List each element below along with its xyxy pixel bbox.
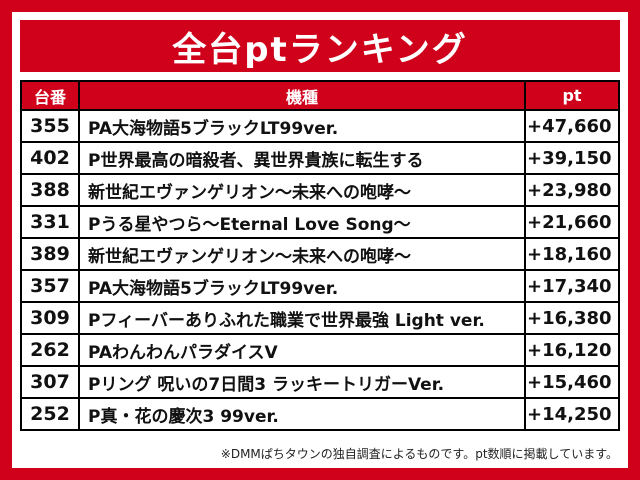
table-row: 307 Pリング 呪いの7日間3 ラッキートリガーVer. +15,460: [20, 365, 620, 399]
page-title: 全台ptランキング: [20, 20, 620, 72]
header-machine-number: 台番: [20, 80, 80, 111]
machine-number: 389: [20, 237, 80, 271]
pt-value: +47,660: [524, 109, 620, 143]
machine-number: 355: [20, 109, 80, 143]
machine-number: 402: [20, 141, 80, 175]
machine-model: P世界最高の暗殺者、異世界貴族に転生する: [78, 141, 526, 175]
machine-model: PA大海物語5ブラックLT99ver.: [78, 109, 526, 143]
pt-value: +15,460: [524, 365, 620, 399]
table-row: 355 PA大海物語5ブラックLT99ver. +47,660: [20, 109, 620, 143]
pt-value: +16,380: [524, 301, 620, 335]
table-row: 402 P世界最高の暗殺者、異世界貴族に転生する +39,150: [20, 141, 620, 175]
table-row: 389 新世紀エヴァンゲリオン〜未来への咆哮〜 +18,160: [20, 237, 620, 271]
table-row: 309 Pフィーバーありふれた職業で世界最強 Light ver. +16,38…: [20, 301, 620, 335]
ranking-table: 台番 機種 pt 355 PA大海物語5ブラックLT99ver. +47,660…: [20, 80, 620, 431]
machine-number: 262: [20, 333, 80, 367]
header-pt: pt: [524, 80, 620, 111]
machine-number: 388: [20, 173, 80, 207]
machine-model: P真・花の慶次3 99ver.: [78, 397, 526, 431]
machine-number: 307: [20, 365, 80, 399]
table-row: 357 PA大海物語5ブラックLT99ver. +17,340: [20, 269, 620, 303]
pt-value: +23,980: [524, 173, 620, 207]
table-header-row: 台番 機種 pt: [20, 80, 620, 111]
disclaimer-note: ※DMMぱちタウンの独自調査によるものです。pt数順に掲載しています。: [220, 447, 618, 461]
pt-value: +17,340: [524, 269, 620, 303]
machine-model: PA大海物語5ブラックLT99ver.: [78, 269, 526, 303]
machine-model: 新世紀エヴァンゲリオン〜未来への咆哮〜: [78, 173, 526, 207]
pt-value: +16,120: [524, 333, 620, 367]
machine-model: 新世紀エヴァンゲリオン〜未来への咆哮〜: [78, 237, 526, 271]
table-row: 252 P真・花の慶次3 99ver. +14,250: [20, 397, 620, 431]
table-row: 331 Pうる星やつら〜Eternal Love Song〜 +21,660: [20, 205, 620, 239]
pt-value: +21,660: [524, 205, 620, 239]
machine-number: 252: [20, 397, 80, 431]
table-row: 262 PAわんわんパラダイスV +16,120: [20, 333, 620, 367]
machine-model: Pリング 呪いの7日間3 ラッキートリガーVer.: [78, 365, 526, 399]
content-area: 全台ptランキング 台番 機種 pt 355 PA大海物語5ブラックLT99ve…: [12, 12, 628, 468]
machine-model: Pうる星やつら〜Eternal Love Song〜: [78, 205, 526, 239]
machine-number: 357: [20, 269, 80, 303]
header-machine-model: 機種: [78, 80, 526, 111]
pt-value: +14,250: [524, 397, 620, 431]
table-row: 388 新世紀エヴァンゲリオン〜未来への咆哮〜 +23,980: [20, 173, 620, 207]
machine-model: Pフィーバーありふれた職業で世界最強 Light ver.: [78, 301, 526, 335]
pt-value: +18,160: [524, 237, 620, 271]
machine-number: 309: [20, 301, 80, 335]
pt-value: +39,150: [524, 141, 620, 175]
machine-model: PAわんわんパラダイスV: [78, 333, 526, 367]
machine-number: 331: [20, 205, 80, 239]
